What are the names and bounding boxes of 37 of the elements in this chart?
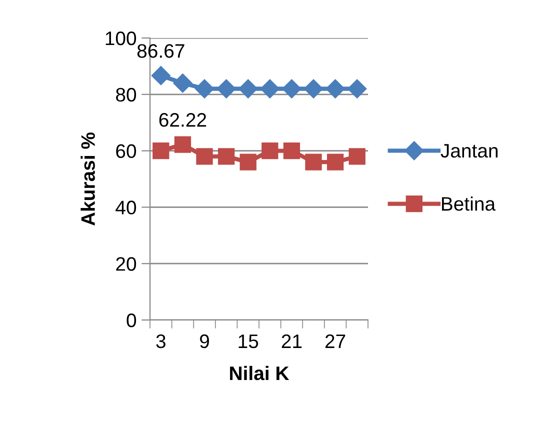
point: [196, 148, 213, 165]
x-tick-label: 9: [200, 334, 209, 348]
data-label: 62.22: [159, 113, 206, 127]
y-tick-label: 0: [126, 313, 136, 328]
point: [194, 79, 214, 98]
point: [173, 74, 192, 93]
point: [216, 79, 236, 98]
point: [348, 79, 367, 98]
point: [304, 79, 324, 98]
legend-label: Jantan: [440, 144, 498, 158]
point: [305, 154, 322, 170]
point: [260, 79, 280, 98]
point: [282, 79, 302, 98]
point: [238, 79, 258, 98]
point: [326, 79, 345, 98]
x-tick-label: 15: [238, 334, 258, 348]
point: [174, 136, 192, 153]
point: [218, 148, 235, 165]
point: [326, 154, 344, 170]
legend-label: Betina: [442, 196, 496, 211]
y-tick-label: 80: [116, 88, 136, 102]
x-tick-label: 3: [156, 334, 166, 348]
point: [283, 142, 300, 160]
y-tick-label: 100: [106, 31, 136, 46]
x-tick-label: 27: [325, 334, 346, 348]
y-axis-title: Akurasi %: [80, 132, 95, 226]
y-tick-label: 20: [116, 257, 136, 271]
x-axis-title: Nilai K: [230, 366, 290, 380]
point: [240, 154, 256, 170]
x-tick-label: 21: [282, 334, 302, 348]
point: [262, 142, 278, 160]
y-tick-label: 40: [116, 200, 136, 214]
y-tick-label: 60: [116, 144, 136, 158]
data-label: 86.67: [137, 44, 184, 58]
point: [348, 148, 366, 165]
point: [151, 66, 170, 86]
point: [152, 142, 170, 160]
